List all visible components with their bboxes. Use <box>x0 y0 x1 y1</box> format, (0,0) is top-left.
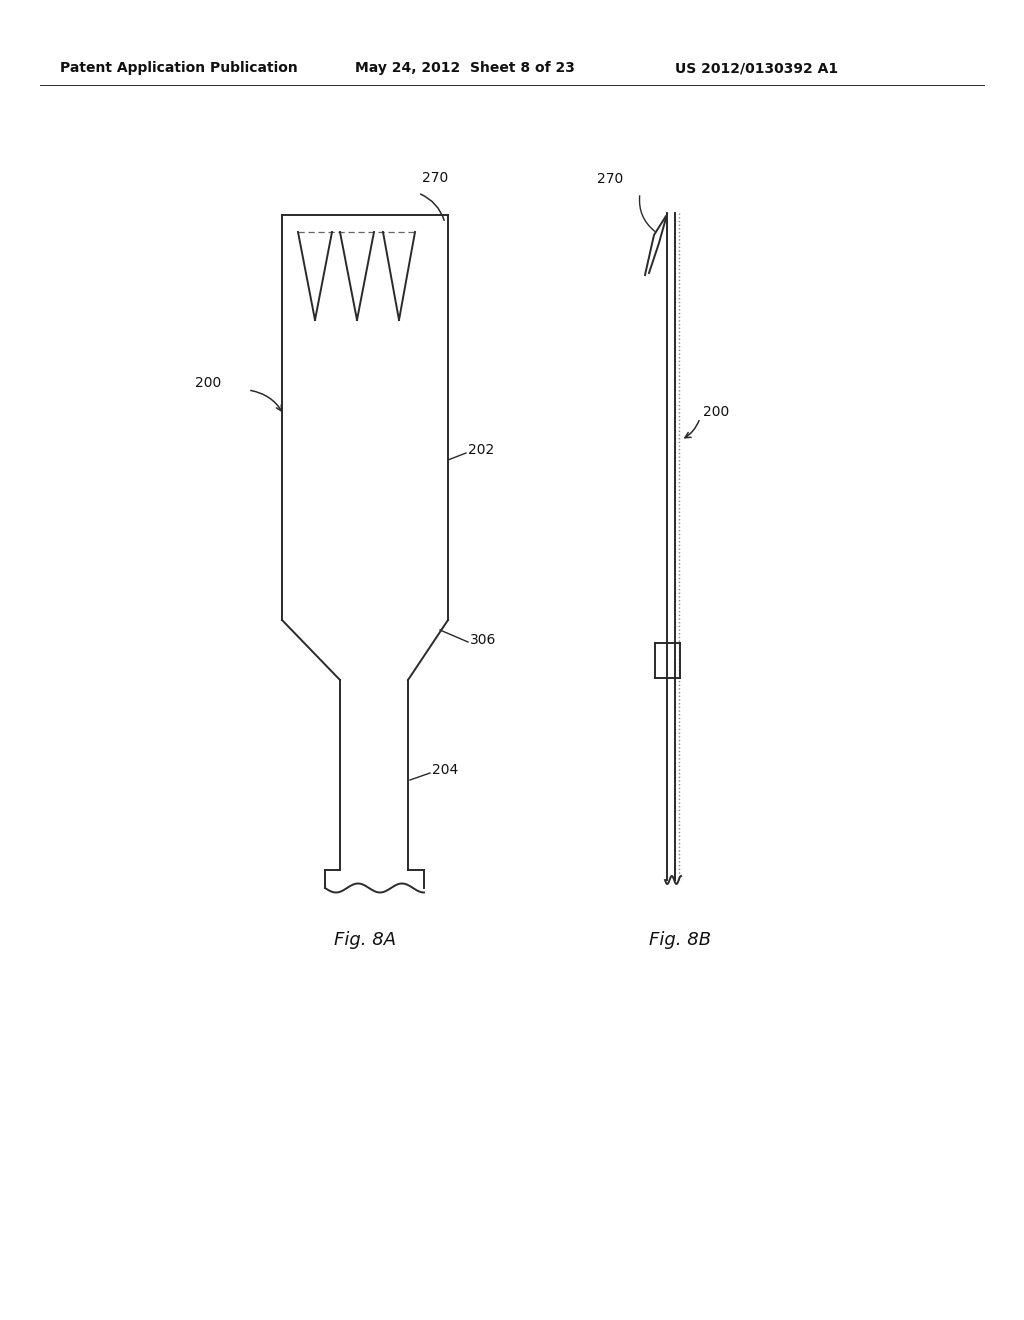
Text: 202: 202 <box>468 444 495 457</box>
Text: Patent Application Publication: Patent Application Publication <box>60 61 298 75</box>
Text: 200: 200 <box>703 405 729 418</box>
Text: 306: 306 <box>470 634 497 647</box>
Text: 270: 270 <box>422 172 449 185</box>
Text: 200: 200 <box>195 376 221 389</box>
Text: 270: 270 <box>597 172 624 186</box>
Text: May 24, 2012  Sheet 8 of 23: May 24, 2012 Sheet 8 of 23 <box>355 61 574 75</box>
Text: Fig. 8B: Fig. 8B <box>649 931 711 949</box>
Text: US 2012/0130392 A1: US 2012/0130392 A1 <box>675 61 838 75</box>
Text: 204: 204 <box>432 763 459 777</box>
Text: Fig. 8A: Fig. 8A <box>334 931 396 949</box>
